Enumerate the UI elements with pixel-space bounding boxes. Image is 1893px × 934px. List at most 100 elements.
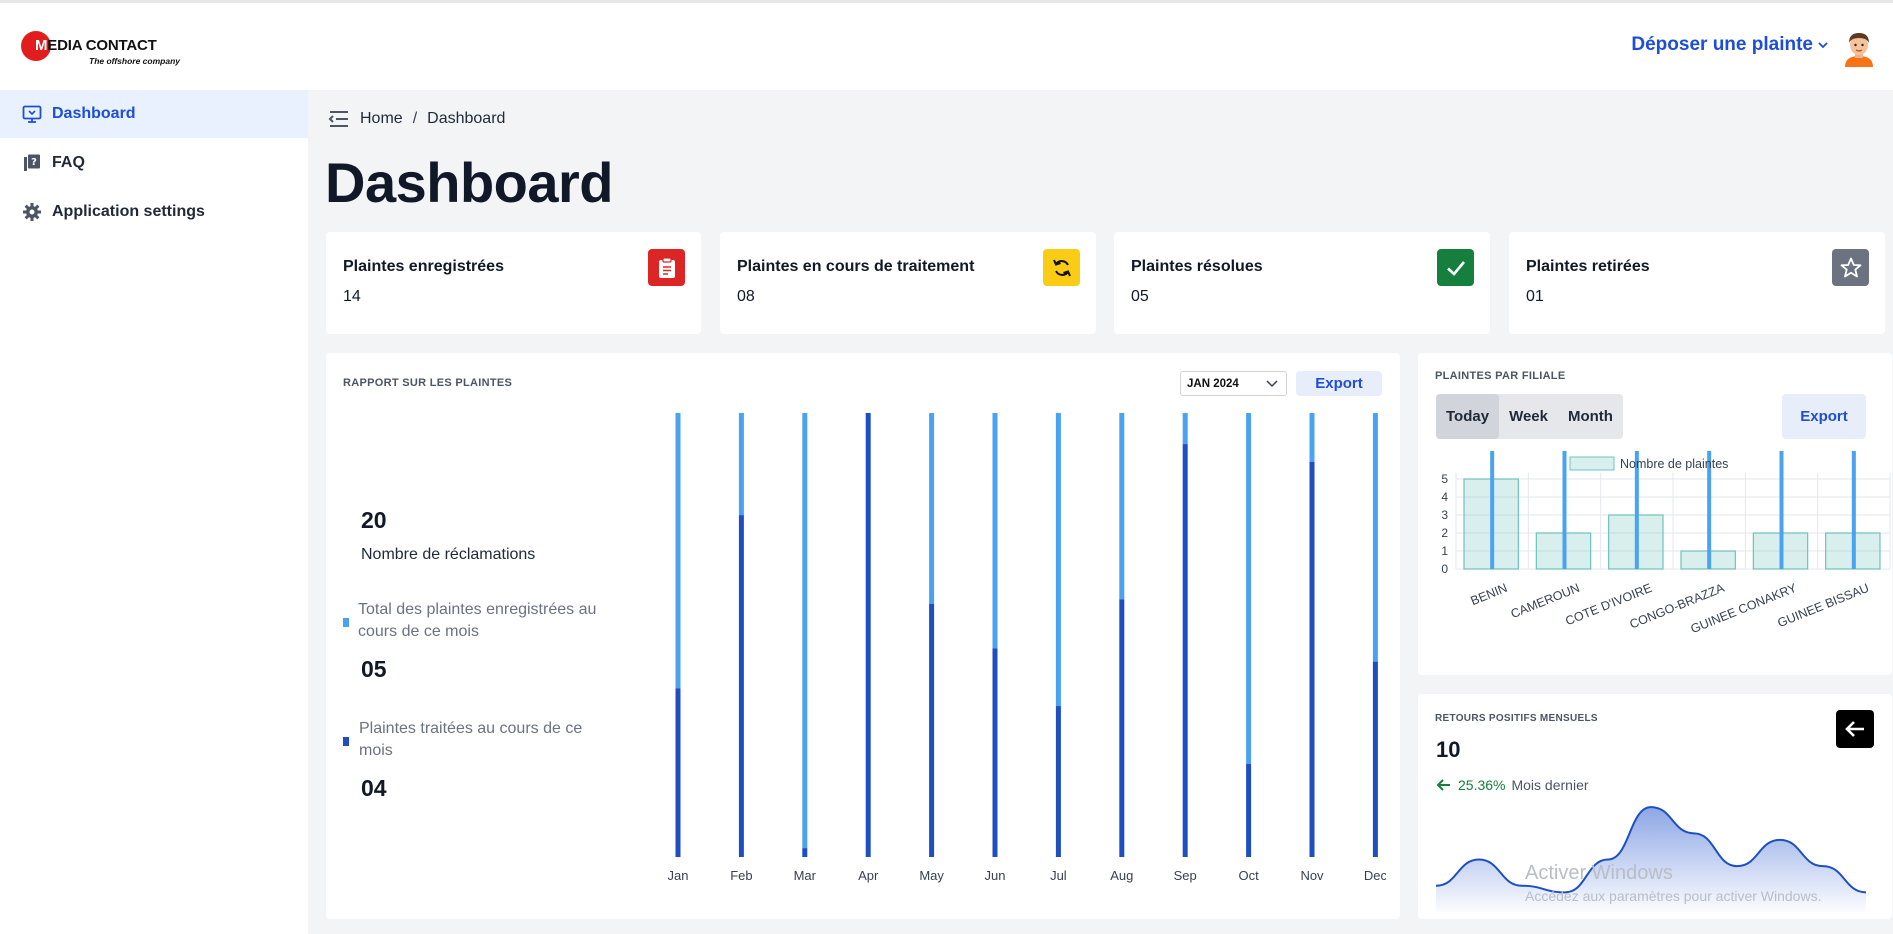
logo-circle	[21, 31, 51, 61]
retours-delta-label: Mois dernier	[1511, 777, 1589, 793]
bar-registered-may	[929, 413, 935, 604]
y-tick-label: 4	[1441, 490, 1448, 504]
bar-treated-jul	[1055, 706, 1061, 857]
chevron-down-icon	[1818, 42, 1828, 49]
month-select-value: JAN 2024	[1187, 377, 1239, 390]
retours-title: RETOURS POSITIFS MENSUELS	[1435, 713, 1598, 724]
breadcrumb-home-link[interactable]: Home	[360, 110, 403, 127]
legend-registered-label: Total des plaintes enregistrées au cours…	[358, 601, 597, 640]
sidebar-item-label: Application settings	[52, 203, 205, 220]
sidebar-item-faq[interactable]: ? FAQ	[0, 139, 308, 187]
app-header: MEDIA CONTACT The offshore company Dépos…	[0, 3, 1893, 90]
bar-registered-mar	[802, 413, 808, 849]
tab-month[interactable]: Month	[1567, 408, 1613, 425]
tab-today[interactable]: Today	[1436, 394, 1500, 439]
retours-back-button[interactable]	[1836, 710, 1874, 748]
logo-brand: MEDIA CONTACT	[35, 37, 157, 54]
user-avatar-icon[interactable]	[1841, 29, 1877, 67]
bar-treated-apr	[865, 413, 871, 857]
bar-overlay-cameroun	[1562, 451, 1567, 569]
x-tick-label: Oct	[1238, 868, 1259, 883]
rapport-card: RAPPORT SUR LES PLAINTES JAN 2024 Export…	[326, 353, 1400, 919]
x-tick-label: Jan	[668, 868, 689, 883]
bar-registered-jul	[1055, 413, 1061, 707]
faq-book-icon: ?	[24, 154, 40, 171]
svg-text:?: ?	[31, 157, 37, 168]
page-title: Dashboard	[325, 151, 614, 214]
bar-registered-dec	[1372, 413, 1378, 662]
area-fill	[1436, 807, 1866, 912]
x-tick-label: Nov	[1300, 868, 1324, 883]
bar-treated-jan	[675, 688, 681, 857]
total-reclamations: 20	[361, 507, 387, 533]
legend-swatch	[1569, 456, 1615, 471]
deposer-plainte-dropdown[interactable]: Déposer une plainte	[1631, 34, 1829, 56]
collapse-menu-icon[interactable]	[326, 109, 350, 129]
rapport-export-button[interactable]: Export	[1296, 371, 1382, 396]
windows-watermark-subtitle: Accédez aux paramètres pour activer Wind…	[1525, 888, 1822, 904]
retours-card: RETOURS POSITIFS MENSUELS 10 25.36% Mois…	[1418, 694, 1892, 919]
registered-value: 05	[361, 656, 387, 682]
bar-registered-jan	[675, 413, 681, 689]
bar-registered-aug	[1119, 413, 1125, 600]
breadcrumb-separator: /	[412, 110, 418, 127]
legend-registered-swatch	[343, 618, 349, 627]
y-tick-label: 0	[1441, 562, 1448, 576]
stat-card-plaintes-enregistrees: Plaintes enregistrées 14	[326, 232, 701, 334]
x-tick-label: Aug	[1110, 868, 1133, 883]
legend-treated-swatch	[343, 737, 349, 746]
x-tick-label: Jul	[1050, 868, 1067, 883]
star-icon	[1832, 249, 1869, 286]
media-contact-logo[interactable]: MEDIA CONTACT The offshore company	[21, 29, 191, 67]
x-tick-label: Sep	[1174, 868, 1197, 883]
month-select[interactable]: JAN 2024	[1180, 371, 1287, 396]
x-tick-label: Feb	[730, 868, 752, 883]
bar-treated-feb	[738, 515, 744, 857]
bar-treated-dec	[1372, 661, 1378, 857]
sidebar-item-label: Dashboard	[52, 105, 136, 122]
stat-label: Plaintes retirées	[1526, 258, 1650, 275]
bar-treated-aug	[1119, 599, 1125, 857]
breadcrumb: Home / Dashboard	[326, 109, 505, 129]
stat-card-plaintes-en-cours: Plaintes en cours de traitement 08	[720, 232, 1096, 334]
stat-label: Plaintes en cours de traitement	[737, 258, 975, 275]
tab-week[interactable]: Week	[1509, 408, 1548, 425]
bar-registered-oct	[1246, 413, 1252, 764]
bar-overlay-benin	[1490, 451, 1495, 569]
retours-area-chart	[1436, 806, 1867, 912]
logo-brand-initial: M	[35, 37, 48, 54]
bar-overlay-guinee-conakry	[1779, 451, 1784, 569]
bar-registered-feb	[738, 413, 744, 516]
x-tick-label: May	[919, 868, 944, 883]
filiale-card: PLAINTES PAR FILIALE Today Week Month Ex…	[1418, 353, 1892, 675]
bar-treated-oct	[1246, 763, 1252, 857]
monitor-icon	[22, 105, 42, 123]
logo-brand-rest: EDIA CONTACT	[47, 37, 157, 54]
stat-value: 14	[343, 288, 361, 305]
arrow-left-icon	[1436, 779, 1450, 791]
bar-registered-nov	[1309, 413, 1315, 462]
windows-watermark-title: Activer Windows	[1525, 862, 1673, 884]
y-tick-label: 1	[1441, 544, 1448, 558]
y-tick-label: 2	[1441, 526, 1448, 540]
arrow-left-icon	[1845, 721, 1864, 737]
stat-label: Plaintes enregistrées	[343, 258, 504, 275]
y-tick-label: 3	[1441, 508, 1448, 522]
deposer-plainte-label: Déposer une plainte	[1631, 34, 1813, 55]
period-toggle: Today Week Month	[1436, 394, 1623, 439]
bar-overlay-guinee-bissau	[1851, 451, 1856, 569]
stat-card-plaintes-retirees: Plaintes retirées 01	[1509, 232, 1885, 334]
retours-delta-percent: 25.36%	[1458, 777, 1506, 793]
retours-value: 10	[1436, 737, 1461, 762]
bar-overlay-congo-brazza	[1707, 451, 1712, 569]
stat-value: 05	[1131, 288, 1149, 305]
refresh-icon	[1043, 249, 1080, 286]
bar-treated-nov	[1309, 461, 1315, 857]
sidebar-item-dashboard[interactable]: Dashboard	[0, 90, 308, 138]
stat-label: Plaintes résolues	[1131, 258, 1263, 275]
filiale-export-button[interactable]: Export	[1782, 394, 1866, 439]
check-icon	[1437, 249, 1474, 286]
sidebar-item-application-settings[interactable]: Application settings	[0, 188, 308, 236]
sidebar-item-label: FAQ	[52, 154, 85, 171]
